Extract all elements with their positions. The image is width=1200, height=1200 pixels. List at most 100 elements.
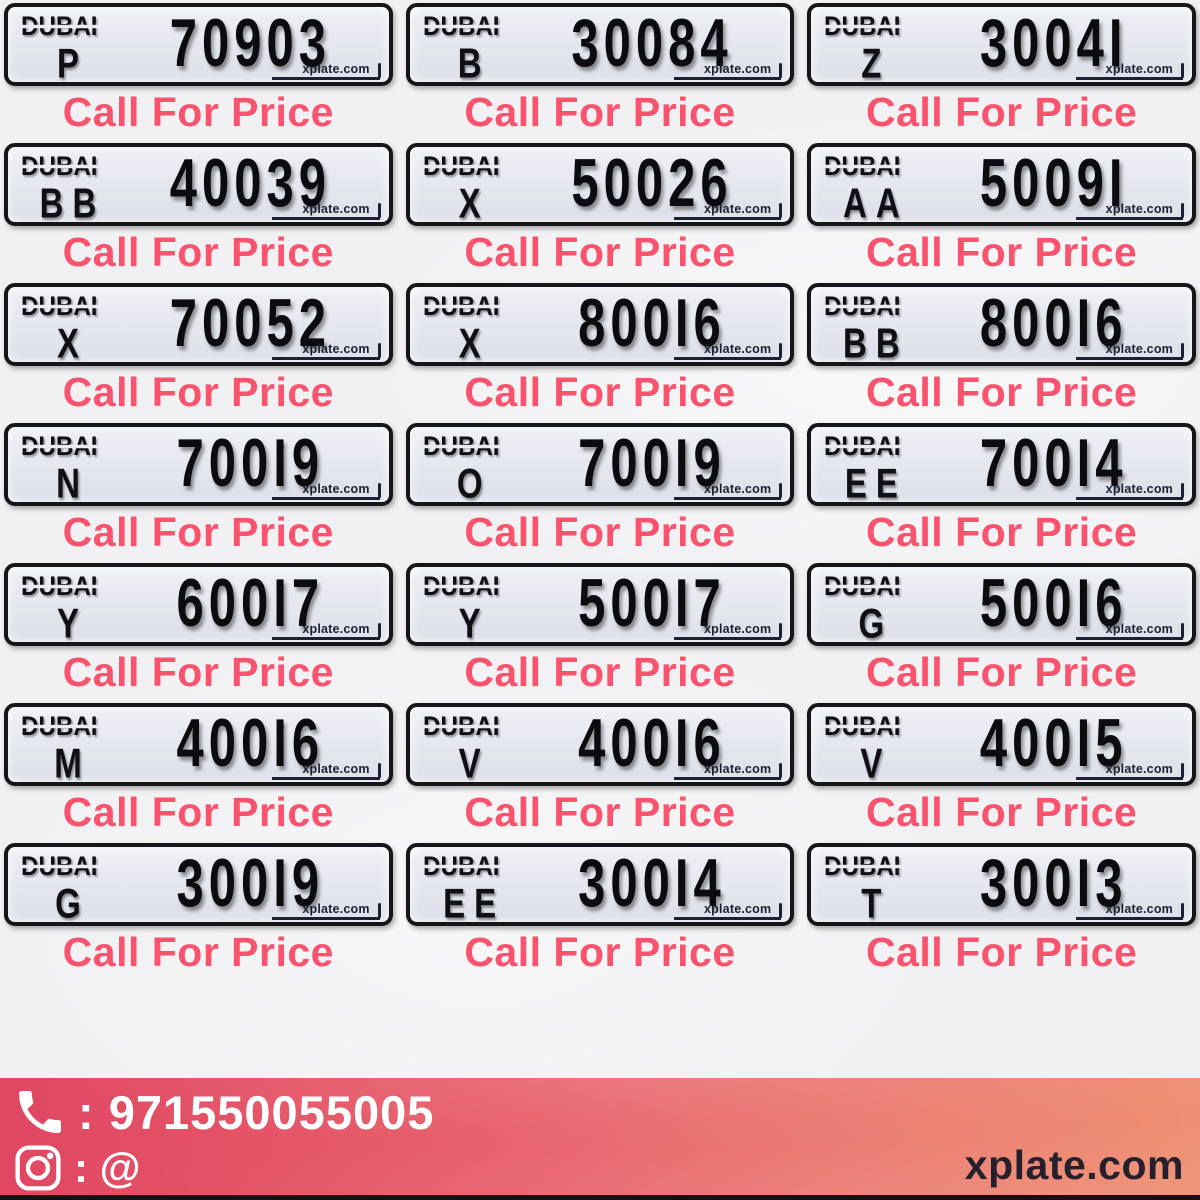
license-plate[interactable]: DUBAI X 70052 xplate.com xyxy=(4,283,393,366)
plate-letter-code: AA xyxy=(842,180,909,227)
license-plate[interactable]: DUBAI B 30084 xplate.com xyxy=(405,3,795,86)
call-for-price-label[interactable]: Call For Price xyxy=(464,369,736,415)
license-plate[interactable]: DUBAI P 70903 xplate.com xyxy=(4,3,393,86)
license-plate[interactable]: DUBAI EE 700I4 xplate.com xyxy=(807,423,1196,506)
call-for-price-label[interactable]: Call For Price xyxy=(464,229,736,275)
plate-letter-code: EE xyxy=(443,880,506,927)
license-plate[interactable]: DUBAI BB 40039 xplate.com xyxy=(4,143,393,226)
plate-watermark-text: xplate.com xyxy=(704,202,772,216)
site-name[interactable]: xplate.com xyxy=(964,1142,1184,1188)
footer-instagram-row[interactable]: : @ xyxy=(12,1142,141,1194)
plate-number: 400I5 xyxy=(979,706,1128,781)
call-for-price-label[interactable]: Call For Price xyxy=(62,229,334,275)
plate-card: DUBAI EE 700I4 xplate.com Call For Price xyxy=(807,423,1196,563)
plate-watermark: xplate.com xyxy=(1075,342,1185,360)
call-for-price-label[interactable]: Call For Price xyxy=(865,649,1138,695)
license-plate[interactable]: DUBAI V 400I6 xplate.com xyxy=(405,703,795,786)
call-for-price-label[interactable]: Call For Price xyxy=(865,509,1138,555)
license-plate[interactable]: DUBAI G 500I6 xplate.com xyxy=(807,563,1196,646)
license-plate[interactable]: DUBAI Y 500I7 xplate.com xyxy=(405,563,795,646)
plate-letter-code: X xyxy=(56,320,88,367)
footer-phone-row[interactable]: : 971550055005 xyxy=(12,1084,434,1140)
dubai-logo: DUBAI xyxy=(822,851,903,881)
call-for-price-label[interactable]: Call For Price xyxy=(62,929,334,975)
call-for-price-label[interactable]: Call For Price xyxy=(62,369,334,415)
plate-card: DUBAI O 700I9 xplate.com Call For Price xyxy=(405,423,795,563)
call-for-price-label[interactable]: Call For Price xyxy=(464,649,736,695)
plate-watermark-text: xplate.com xyxy=(1105,902,1173,916)
license-plate[interactable]: DUBAI N 700I9 xplate.com xyxy=(4,423,393,506)
plate-watermark: xplate.com xyxy=(674,482,783,500)
call-for-price-label[interactable]: Call For Price xyxy=(62,89,334,135)
plate-watermark-text: xplate.com xyxy=(704,62,772,76)
license-plate[interactable]: DUBAI T 300I3 xplate.com xyxy=(807,843,1196,926)
license-plate[interactable]: DUBAI G 300I9 xplate.com xyxy=(4,843,393,926)
plate-watermark-text: xplate.com xyxy=(704,482,772,496)
plate-watermark-text: xplate.com xyxy=(1105,202,1173,216)
plate-watermark: xplate.com xyxy=(1075,62,1185,80)
license-plate[interactable]: DUBAI Y 600I7 xplate.com xyxy=(4,563,393,646)
plate-watermark-text: xplate.com xyxy=(1105,622,1173,636)
plate-card: DUBAI BB 40039 xplate.com Call For Price xyxy=(4,143,393,283)
plate-watermark: xplate.com xyxy=(1075,202,1185,220)
license-plate[interactable]: DUBAI Z 3004I xplate.com xyxy=(807,3,1196,86)
plate-watermark-text: xplate.com xyxy=(704,622,772,636)
plate-watermark: xplate.com xyxy=(674,622,783,640)
license-plate[interactable]: DUBAI AA 5009I xplate.com xyxy=(807,143,1196,226)
plate-watermark: xplate.com xyxy=(674,762,783,780)
plate-watermark-text: xplate.com xyxy=(704,762,772,776)
plate-watermark-text: xplate.com xyxy=(1105,482,1173,496)
license-plate[interactable]: DUBAI M 400I6 xplate.com xyxy=(4,703,393,786)
plate-card: DUBAI AA 5009I xplate.com Call For Price xyxy=(807,143,1196,283)
plate-card: DUBAI V 400I5 xplate.com Call For Price xyxy=(807,703,1196,843)
dubai-logo: DUBAI xyxy=(420,431,502,461)
call-for-price-label[interactable]: Call For Price xyxy=(464,929,736,975)
plate-card: DUBAI Z 3004I xplate.com Call For Price xyxy=(807,3,1196,143)
license-plate[interactable]: DUBAI O 700I9 xplate.com xyxy=(405,423,795,507)
dubai-logo: DUBAI xyxy=(18,291,100,321)
instagram-handle[interactable]: : @ xyxy=(74,1144,141,1191)
call-for-price-label[interactable]: Call For Price xyxy=(865,789,1138,835)
call-for-price-label[interactable]: Call For Price xyxy=(62,649,334,695)
call-for-price-label[interactable]: Call For Price xyxy=(865,929,1138,975)
plate-watermark: xplate.com xyxy=(272,482,381,500)
plate-watermark-text: xplate.com xyxy=(302,482,370,496)
plate-watermark: xplate.com xyxy=(674,342,783,360)
call-for-price-label[interactable]: Call For Price xyxy=(464,789,736,835)
call-for-price-label[interactable]: Call For Price xyxy=(62,789,334,835)
plate-watermark: xplate.com xyxy=(1075,482,1185,500)
call-for-price-label[interactable]: Call For Price xyxy=(865,89,1138,135)
plate-watermark-text: xplate.com xyxy=(1105,762,1173,776)
plate-number: 800I6 xyxy=(578,286,726,361)
license-plate[interactable]: DUBAI V 400I5 xplate.com xyxy=(807,703,1196,786)
license-plate[interactable]: DUBAI X 800I6 xplate.com xyxy=(405,283,795,366)
plate-letter-code: T xyxy=(861,880,891,927)
plate-watermark-text: xplate.com xyxy=(302,62,370,76)
call-for-price-label[interactable]: Call For Price xyxy=(464,89,736,135)
plate-number: 70052 xyxy=(169,286,331,361)
plate-watermark: xplate.com xyxy=(1075,622,1185,640)
plate-number: 30084 xyxy=(571,6,733,81)
plate-letter-code: BB xyxy=(39,180,106,227)
phone-number[interactable]: : 971550055005 xyxy=(78,1085,435,1139)
plate-watermark: xplate.com xyxy=(272,762,381,780)
call-for-price-label[interactable]: Call For Price xyxy=(62,509,334,555)
dubai-logo: DUBAI xyxy=(420,11,502,41)
dubai-logo: DUBAI xyxy=(420,151,502,181)
license-plate[interactable]: DUBAI EE 300I4 xplate.com xyxy=(405,843,795,927)
dubai-logo: DUBAI xyxy=(822,11,903,41)
plates-grid: DUBAI P 70903 xplate.com Call For Price … xyxy=(4,3,1196,983)
license-plate[interactable]: DUBAI X 50026 xplate.com xyxy=(405,143,795,226)
plate-watermark-text: xplate.com xyxy=(302,342,370,356)
plate-watermark: xplate.com xyxy=(272,902,381,920)
plate-watermark-text: xplate.com xyxy=(302,202,370,216)
plate-letter-code: N xyxy=(56,460,89,507)
plate-number: 5009I xyxy=(979,146,1128,221)
dubai-logo: DUBAI xyxy=(420,851,502,881)
call-for-price-label[interactable]: Call For Price xyxy=(464,509,736,555)
plate-number: 300I9 xyxy=(176,846,325,921)
plate-letter-code: O xyxy=(456,460,492,507)
call-for-price-label[interactable]: Call For Price xyxy=(865,369,1138,415)
call-for-price-label[interactable]: Call For Price xyxy=(865,229,1138,275)
license-plate[interactable]: DUBAI BB 800I6 xplate.com xyxy=(807,283,1196,366)
